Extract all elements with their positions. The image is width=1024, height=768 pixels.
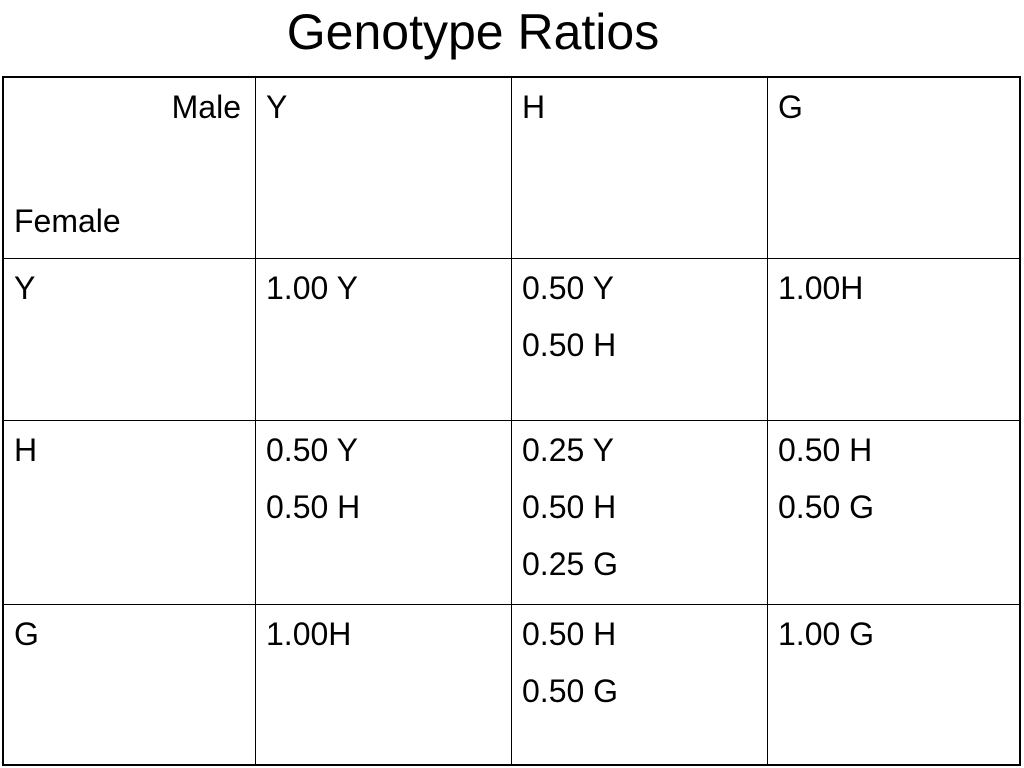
cell-text: Male [171, 89, 241, 125]
cell-text: 0.50 G [778, 489, 875, 525]
table-cell: H [4, 421, 256, 605]
table-cell: 0.50 H 0.50 G [512, 605, 768, 764]
table-cell: 0.50 Y 0.50 H [512, 259, 768, 421]
table-cell: Y [4, 259, 256, 421]
cell-text: 0.50 H [522, 489, 617, 525]
cell-text: 0.25 Y [522, 432, 614, 468]
cell-text: Y [14, 270, 36, 306]
table-cell: 1.00H [768, 259, 1019, 421]
table-cell: G [768, 78, 1019, 259]
cell-text: G [778, 89, 803, 125]
cell-text: 0.50 G [522, 673, 619, 709]
table-cell: 0.25 Y 0.50 H 0.25 G [512, 421, 768, 605]
cell-text: 0.50 Y [522, 270, 614, 306]
cell-text: Female [14, 203, 121, 239]
table-cell: G [4, 605, 256, 764]
table-cell: H [512, 78, 768, 259]
cell-text: G [14, 616, 39, 652]
cell-text: 0.50 Y [266, 432, 358, 468]
cell-text: H [14, 432, 38, 468]
cell-text: 1.00 Y [266, 270, 358, 306]
table-cell: 1.00H [256, 605, 512, 764]
cell-text: 1.00H [266, 616, 352, 652]
genotype-table: Male Female Y H G Y 1.00 Y 0.50 Y 0.50 H 1.00H H 0.… [2, 76, 1021, 766]
cell-text: 1.00H [778, 270, 864, 306]
table-cell: Y [256, 78, 512, 259]
table-cell: 0.50 H 0.50 G [768, 421, 1019, 605]
table-cell: 0.50 Y 0.50 H [256, 421, 512, 605]
cell-text: 0.50 H [522, 616, 617, 652]
cell-text: 1.00 G [778, 616, 875, 652]
cell-text: H [522, 89, 546, 125]
slide-title: Genotype Ratios [286, 4, 660, 60]
table-cell: Male Female [4, 78, 256, 259]
cell-text: Y [266, 89, 288, 125]
table-cell: 1.00 G [768, 605, 1019, 764]
table-cell: 1.00 Y [256, 259, 512, 421]
cell-text: 0.50 H [778, 432, 873, 468]
cell-text: 0.50 H [522, 327, 617, 363]
cell-text: 0.25 G [522, 546, 619, 582]
cell-text: 0.50 H [266, 489, 361, 525]
